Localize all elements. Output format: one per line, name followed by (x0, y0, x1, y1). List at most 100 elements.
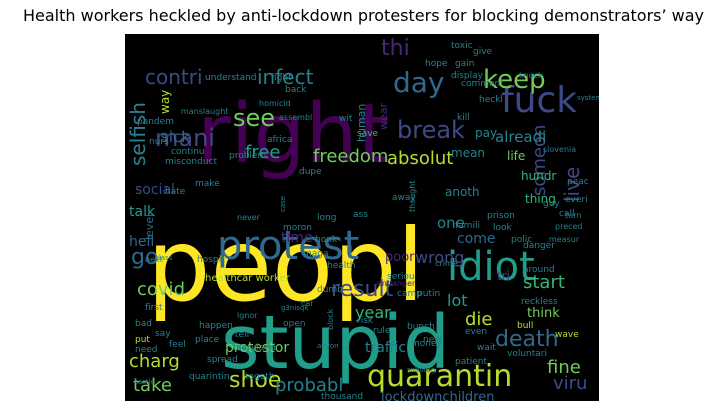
word-quarintin: quarintin (189, 372, 230, 382)
word-idiot: idiot (447, 244, 535, 290)
word-camp: camp (397, 289, 422, 299)
word-measur: measur (549, 235, 580, 244)
word-putin: putin (417, 289, 440, 299)
word-moron: moron (283, 223, 312, 233)
word-break: break (397, 116, 465, 144)
word-nurs: nurs (149, 137, 169, 147)
word-absolut: absolut (387, 148, 453, 169)
word-first: first (145, 303, 163, 313)
word-look: look (493, 223, 513, 233)
word-protest: protest (217, 223, 359, 269)
word-tell: tell (235, 330, 249, 340)
word-thing: thing (525, 192, 556, 206)
word-wit: wit (339, 114, 353, 124)
word-problem: problem (229, 151, 266, 161)
word-thousand: thousand (321, 392, 363, 401)
word-life: life (507, 149, 525, 163)
word-famili: famili (455, 221, 480, 231)
word-viru: viru (553, 373, 587, 394)
word-dupe: dupe (299, 167, 322, 177)
word-heckl: heckl (479, 95, 503, 105)
word-fuck: fuck (501, 80, 577, 121)
word-hope: hope (425, 59, 448, 69)
word-result: result (331, 277, 394, 302)
word-covid: covid (137, 279, 185, 300)
word-toxic: toxic (451, 41, 473, 51)
word-infect: infect (257, 65, 314, 89)
word-manslaught: manslaught (181, 107, 228, 116)
word-kill: kill (457, 113, 470, 123)
word-honk: honk (315, 235, 338, 245)
word-gain: gain (455, 59, 474, 69)
word-traffic: traffic (365, 340, 406, 356)
word-wrong: wrong (415, 248, 464, 267)
word-thi: thi (381, 36, 410, 61)
word-display: display (451, 71, 484, 81)
word-africa: africa (267, 135, 292, 145)
word-lockdownchildren: lockdownchildren (381, 390, 494, 401)
word-feel: feel (169, 340, 186, 350)
word-system: system (577, 94, 599, 102)
word-bad: bad (135, 319, 152, 329)
word-pandem: pandem (137, 117, 174, 127)
word-away: away (392, 193, 416, 203)
word-tactic: tactic (135, 378, 155, 386)
word-homicid: homicid (259, 99, 291, 108)
word-come: come (457, 231, 496, 247)
word-sick: sick (161, 128, 190, 146)
word-level: level (143, 214, 156, 240)
word-g3nisqk: g3nisqk (281, 304, 309, 312)
word-lot: lot (447, 291, 468, 310)
word-alreadi: alreadi (495, 128, 546, 146)
word-way: way (158, 90, 172, 114)
word-togeth: togeth (245, 372, 275, 382)
word-call: call (559, 209, 574, 219)
word-rule: rule (373, 326, 391, 336)
word-one: one (437, 214, 465, 232)
word-continu: continu (171, 147, 205, 157)
word-open: open (283, 319, 305, 329)
word-maga: maga (303, 249, 329, 259)
word-wait: wait (477, 343, 496, 353)
word-bunch: bunch (407, 322, 435, 332)
word-next: next (145, 255, 163, 264)
word-anoth: anoth (445, 185, 480, 199)
word-class: class (155, 254, 173, 262)
word-sabotag: sabotag (407, 366, 435, 374)
word-voluntari: voluntari (507, 349, 547, 359)
word-fight: fight (271, 73, 292, 83)
word-need: need (135, 345, 158, 355)
word-cloud-background (125, 34, 599, 401)
word-case: case (279, 196, 287, 212)
word-contri: contri (145, 65, 203, 89)
word-shoe: shoe (229, 368, 281, 393)
word-ass: ass (353, 210, 368, 220)
word-comment: comment (461, 79, 504, 89)
word-hospit: hospit (197, 255, 225, 265)
word-everi: everi (565, 195, 588, 205)
word-poor: poor (385, 250, 415, 265)
word-time: time (281, 230, 313, 246)
word-long: long (317, 213, 336, 223)
word-happen: happen (199, 321, 233, 331)
word-free: free (245, 142, 281, 163)
word-patient: patient (455, 357, 487, 367)
word-hell: hell (129, 234, 154, 250)
word-seriou: seriou (387, 272, 415, 282)
word-cloud-words: peopl right stupid protest idiot fuck quaranti… (126, 36, 599, 401)
word-protestor: protestor (225, 340, 289, 356)
word-healthcar-worker: healthcar worker (205, 273, 291, 284)
word-freedom: freedom (313, 146, 388, 167)
word-bull: bull (517, 321, 533, 331)
word-human: human (355, 104, 368, 142)
word-someon: someon (529, 125, 550, 196)
word-cloud: peopl right stupid protest idiot fuck quaranti… (125, 34, 599, 401)
word-anyon: anyon (317, 342, 339, 350)
word-health: health (327, 261, 356, 271)
word-go: go (131, 245, 158, 270)
word-talk: talk (129, 204, 156, 220)
word-maryland: maryland (233, 343, 276, 353)
word-take: take (133, 375, 172, 396)
word-danger: danger (523, 241, 555, 251)
word-death: death (495, 327, 559, 352)
